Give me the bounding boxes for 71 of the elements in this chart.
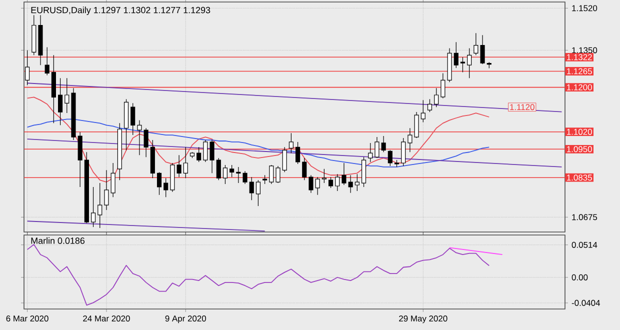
candlestick [104, 170, 109, 210]
candlestick [269, 164, 274, 184]
candlestick [25, 50, 30, 86]
candlestick [78, 132, 82, 188]
candlestick [342, 162, 346, 186]
candlestick [322, 168, 326, 184]
candlestick [164, 178, 168, 198]
candlestick [64, 78, 70, 114]
candlestick [256, 180, 260, 206]
x-tick-label: 29 May 2020 [399, 316, 448, 324]
ref-line-label: 1.1200 [567, 84, 592, 90]
chart-title: Marlin 0.0186 [31, 237, 85, 244]
y-tick-label: 1.0675 [572, 214, 598, 220]
chart-title: EURUSD,Daily 1.1297 1.1302 1.1277 1.1293 [31, 6, 210, 16]
candlestick [401, 138, 406, 166]
candlestick [434, 88, 439, 108]
ref-line-label: 1.1322 [567, 54, 592, 60]
candlestick [216, 158, 221, 180]
x-tick-label: 9 Apr 2020 [165, 316, 206, 324]
candlestick [474, 32, 478, 56]
candlestick [249, 176, 254, 200]
candlestick [110, 162, 116, 198]
candlestick [196, 146, 202, 162]
candlestick [354, 174, 360, 192]
y-tick-label: -0.0404 [572, 300, 600, 306]
candlestick [440, 72, 446, 99]
annotation: 1.1120 [510, 104, 534, 110]
candlestick [460, 56, 466, 73]
candlestick [130, 102, 136, 136]
candlestick [480, 34, 485, 64]
candlestick [368, 142, 373, 162]
candlestick [361, 156, 366, 188]
candlestick [308, 174, 314, 194]
candlestick [58, 78, 63, 126]
ref-line-label: 1.0950 [567, 146, 592, 152]
candlestick [467, 48, 472, 78]
candlestick [203, 140, 208, 162]
candlestick [328, 176, 334, 188]
candlestick [90, 186, 96, 228]
candlestick [427, 98, 432, 112]
y-tick-label: 1.1520 [572, 5, 598, 12]
candlestick [388, 150, 392, 166]
candlestick [242, 170, 248, 184]
candlestick [183, 146, 188, 178]
candlestick [374, 136, 380, 158]
x-tick-label: 24 Mar 2020 [83, 316, 130, 322]
candlestick [44, 46, 50, 76]
candlestick [156, 172, 162, 196]
ref-line-label: 1.0835 [567, 174, 592, 181]
candlestick [288, 132, 294, 154]
candlestick [210, 140, 214, 174]
candlestick [230, 164, 234, 178]
ref-line-label: 1.1265 [567, 68, 592, 74]
candlestick [236, 166, 241, 184]
x-tick-label: 6 Mar 2020 [6, 316, 48, 322]
candlestick [302, 158, 307, 180]
y-tick-label: 0.00 [572, 274, 588, 280]
y-tick-label: 0.0514 [572, 242, 598, 248]
candlestick [98, 182, 102, 228]
candlestick [420, 100, 426, 122]
candlestick [296, 142, 300, 164]
candlestick [315, 176, 320, 196]
y-tick-label: 1.1350 [572, 47, 598, 54]
candlestick [282, 146, 287, 172]
candlestick [335, 174, 340, 192]
candlestick [454, 42, 458, 68]
ref-line-label: 1.1020 [567, 128, 592, 135]
candlestick [381, 136, 386, 152]
candlestick [276, 166, 280, 184]
candlestick [222, 164, 228, 184]
candlestick [348, 174, 353, 194]
